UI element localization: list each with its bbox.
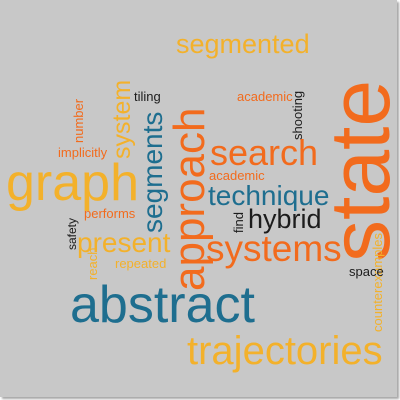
word-segments: segments [137, 111, 168, 233]
word-tiling: tiling [134, 89, 161, 104]
word-space: space [349, 264, 384, 279]
word-academic-2: academic [209, 168, 265, 183]
word-system: system [108, 79, 136, 159]
word-abstract: abstract [70, 276, 255, 334]
word-segmented: segmented [176, 29, 310, 59]
word-repeated: repeated [115, 256, 167, 271]
word-performs: performs [84, 206, 136, 221]
word-present: present [77, 227, 171, 258]
word-trajectories: trajectories [187, 329, 383, 373]
word-implicitly: implicitly [58, 145, 108, 160]
word-hybrid: hybrid [248, 204, 322, 234]
word-counterexamples: counterexamples [370, 233, 385, 332]
word-graph: graph [6, 154, 139, 212]
word-academic: academic [237, 89, 293, 104]
word-technique: technique [208, 180, 330, 211]
word-number: number [71, 98, 86, 143]
word-search: search [210, 132, 319, 173]
word-systems: systems [206, 228, 342, 269]
